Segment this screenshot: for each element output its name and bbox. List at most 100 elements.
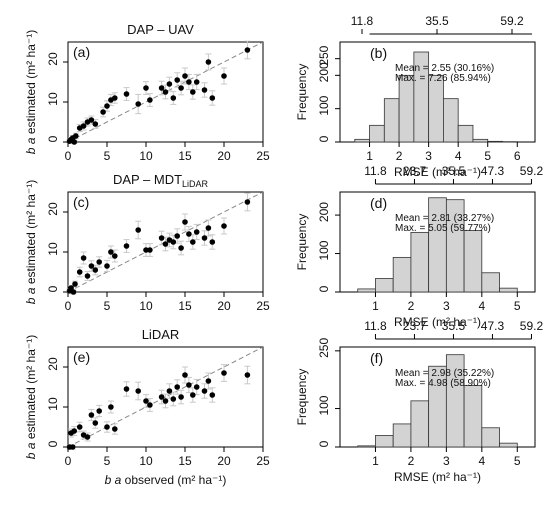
data-point bbox=[123, 243, 130, 249]
data-point bbox=[123, 91, 130, 97]
data-point bbox=[80, 255, 87, 261]
y-tick-label: 100 bbox=[317, 95, 331, 115]
data-point bbox=[205, 225, 212, 231]
y-tick-label: 250 bbox=[317, 338, 331, 358]
one-to-one-line bbox=[68, 42, 263, 142]
data-point bbox=[174, 384, 180, 390]
y-axis-label-rest: estimated (m² ha⁻¹) bbox=[24, 335, 38, 443]
data-point bbox=[178, 85, 184, 91]
data-point bbox=[84, 434, 91, 440]
data-point bbox=[221, 223, 227, 229]
histogram-bar bbox=[428, 74, 444, 143]
data-point bbox=[88, 263, 95, 269]
panel-label: (e) bbox=[73, 349, 90, 365]
data-point bbox=[178, 394, 184, 400]
data-point bbox=[193, 79, 200, 85]
x-tick-label: 2 bbox=[408, 299, 415, 313]
data-point bbox=[193, 229, 200, 235]
data-point bbox=[96, 259, 102, 265]
data-point bbox=[143, 247, 149, 253]
data-point bbox=[201, 87, 208, 93]
data-point bbox=[244, 199, 251, 205]
plot-frame bbox=[67, 41, 264, 143]
data-point bbox=[174, 77, 180, 83]
panel-title: LiDAR bbox=[142, 327, 180, 342]
y-tick-label: 100 bbox=[317, 395, 331, 415]
data-point bbox=[178, 245, 184, 251]
top-axis-tick-label: 11.8 bbox=[364, 164, 387, 178]
y-tick-label: 10 bbox=[46, 397, 60, 411]
histogram-bar bbox=[398, 74, 415, 143]
y-axis-label-rest: estimated (m² ha⁻¹) bbox=[24, 180, 38, 288]
data-point bbox=[162, 89, 169, 95]
one-to-one-line bbox=[68, 192, 263, 292]
y-axis-label-italic: b a bbox=[24, 287, 38, 304]
data-point bbox=[92, 267, 99, 273]
data-point bbox=[209, 239, 216, 245]
histogram-bar bbox=[357, 445, 376, 448]
histogram-bar bbox=[375, 278, 394, 293]
y-axis-label: Frequency bbox=[295, 369, 309, 426]
x-tick-label: 20 bbox=[217, 149, 231, 163]
histogram-panel-f: 1 2 3 4 5 0 100 250 11.8 23.7 35.5 47.3 59.2 (f) Mean … bbox=[295, 319, 543, 484]
x-tick-label: 10 bbox=[139, 454, 153, 468]
y-axis-label-italic: b a bbox=[24, 442, 38, 459]
histogram-bar bbox=[410, 231, 430, 293]
top-axis-tick-label: 23.7 bbox=[403, 319, 427, 333]
x-tick-label: 15 bbox=[178, 149, 192, 163]
y-axis-label: b a estimated (m² ha⁻¹) bbox=[24, 180, 38, 304]
data-point bbox=[244, 372, 251, 378]
data-point bbox=[104, 424, 110, 430]
top-axis-tick-label: 59.2 bbox=[520, 164, 544, 178]
x-axis-label-italic: b a bbox=[105, 473, 122, 487]
x-tick-label: 10 bbox=[139, 149, 153, 163]
x-tick-label: 3 bbox=[443, 299, 450, 313]
x-tick-label: 25 bbox=[256, 299, 270, 313]
x-tick-label: 3 bbox=[425, 149, 432, 163]
top-axis-tick-label: 11.8 bbox=[364, 319, 387, 333]
data-point bbox=[190, 239, 196, 245]
data-point bbox=[182, 219, 188, 225]
panel-title-sub: LiDAR bbox=[182, 179, 209, 189]
histogram-bar bbox=[369, 124, 385, 143]
data-point bbox=[100, 109, 106, 115]
histogram-bar bbox=[392, 423, 412, 448]
top-axis-tick-label: 35.5 bbox=[442, 319, 466, 333]
data-point bbox=[135, 388, 141, 394]
histogram-bar bbox=[357, 288, 376, 293]
y-tick-label: 0 bbox=[317, 440, 331, 447]
data-point bbox=[205, 378, 212, 384]
histogram-bar bbox=[463, 230, 483, 293]
y-tick-label: 0 bbox=[46, 440, 60, 447]
x-tick-label: 1 bbox=[372, 299, 379, 313]
y-tick-label: 0 bbox=[317, 285, 331, 292]
x-tick-label: 5 bbox=[514, 454, 521, 468]
histogram-bar bbox=[375, 435, 394, 448]
top-axis-tick-label: 47.3 bbox=[481, 164, 505, 178]
y-tick-label: 10 bbox=[46, 242, 60, 256]
x-tick-label: 6 bbox=[514, 149, 521, 163]
data-point bbox=[209, 392, 216, 398]
data-point bbox=[112, 253, 118, 259]
data-point bbox=[135, 101, 141, 107]
y-tick-label: 200 bbox=[317, 62, 331, 82]
y-tick-label: 20 bbox=[46, 52, 60, 66]
data-point bbox=[135, 227, 141, 233]
y-tick-label: 0 bbox=[317, 135, 331, 142]
histogram-bar bbox=[463, 385, 483, 448]
data-point bbox=[112, 95, 118, 101]
x-tick-label: 4 bbox=[455, 149, 462, 163]
x-tick-label: 0 bbox=[65, 454, 72, 468]
histogram-bar bbox=[487, 140, 503, 143]
data-point bbox=[143, 398, 149, 404]
data-point bbox=[76, 269, 83, 275]
x-tick-label: 5 bbox=[104, 454, 111, 468]
panel-label: (c) bbox=[73, 194, 89, 210]
data-point bbox=[209, 95, 216, 101]
data-point bbox=[147, 97, 153, 103]
data-point bbox=[170, 95, 177, 101]
histogram-bar bbox=[410, 400, 430, 448]
stat-annotation: Mean = 2.98 (35.22%) bbox=[395, 368, 494, 379]
top-axis-tick-label: 35.5 bbox=[425, 14, 449, 28]
